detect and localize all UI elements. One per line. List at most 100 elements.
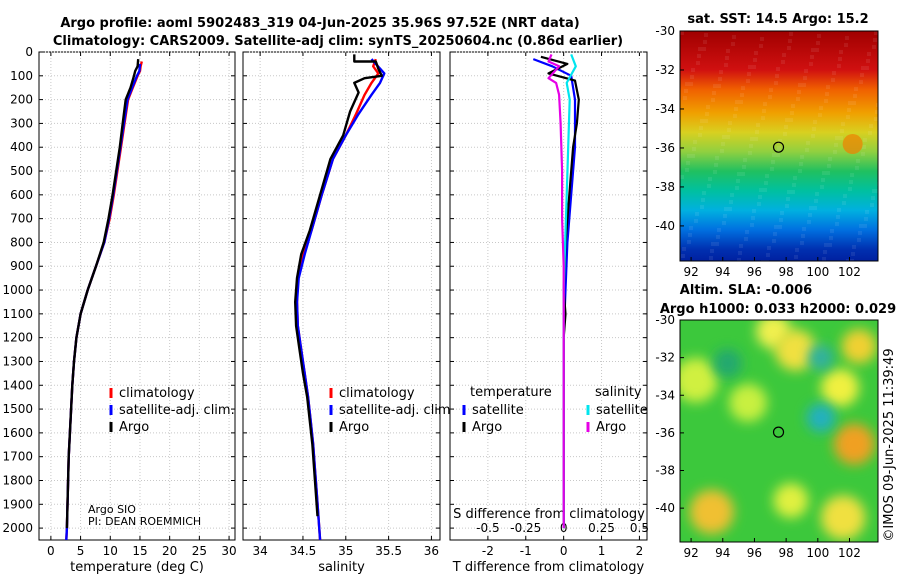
legend-label: Argo [472, 420, 502, 435]
sst-texture-cell [701, 198, 705, 202]
legend-label: climatology [119, 386, 195, 401]
sst-texture-cell [847, 108, 851, 112]
argo-center-label: Argo SIO [88, 503, 136, 516]
sst-texture-cell [738, 251, 742, 255]
sst-texture-cell [774, 225, 778, 229]
map-x-tick-label: 100 [806, 546, 829, 560]
sst-texture-cell [831, 78, 835, 82]
sst-texture-cell [803, 76, 807, 80]
map-x-tick-label: 96 [747, 546, 762, 560]
x-axis-label: T difference from climatology [452, 560, 645, 575]
sst-texture-cell [849, 180, 853, 184]
map-x-tick-label: 98 [778, 546, 793, 560]
map-x-tick-label: 98 [778, 265, 793, 279]
sst-texture-cell [816, 41, 820, 45]
map-x-tick-label: 100 [806, 265, 829, 279]
sst-texture-cell [822, 171, 826, 175]
sst-texture-cell [793, 176, 797, 180]
s-diff-tick-label: -0.25 [510, 521, 541, 535]
sst-texture-cell [806, 141, 810, 145]
sst-texture-cell [804, 69, 808, 73]
sst-texture-cell [850, 173, 854, 177]
sst-texture-cell [828, 157, 832, 161]
sst-texture-cell [839, 50, 843, 54]
sst-texture-cell [758, 195, 762, 199]
sst-texture-cell [789, 118, 793, 122]
sst-texture-cell [809, 62, 813, 66]
sst-texture-cell [710, 249, 714, 253]
sst-texture-cell [687, 240, 691, 244]
map-x-tick-label: 94 [715, 546, 730, 560]
sst-texture-cell [866, 59, 870, 63]
sst-texture-cell [720, 149, 724, 153]
figure-title-line2: Climatology: CARS2009. Satellite-adj cli… [53, 34, 623, 49]
sst-texture-cell [719, 70, 723, 74]
sst-texture-cell [789, 32, 793, 36]
sst-texture-cell [848, 101, 852, 105]
sst-warm-eddy [842, 134, 863, 155]
sst-texture-cell [754, 137, 758, 141]
map-frame [679, 30, 879, 262]
sst-texture-cell [852, 245, 856, 249]
depth-tick-label: 600 [10, 188, 33, 202]
sst-texture-cell [813, 206, 817, 210]
sst-texture-cell [822, 257, 826, 261]
sst-texture-cell [813, 120, 817, 124]
sst-texture-cell [700, 205, 704, 209]
sst-texture-cell [772, 239, 776, 243]
sst-texture-cell [812, 127, 816, 131]
sst-texture-cell [756, 123, 760, 127]
sst-texture-cell [759, 44, 763, 48]
sst-texture-cell [870, 203, 874, 207]
sst-texture-cell [814, 199, 818, 203]
x-axis-label: salinity [318, 560, 365, 575]
sst-texture-cell [837, 64, 841, 68]
sst-texture-cell [703, 40, 707, 44]
sst-texture-cell [785, 204, 789, 208]
sst-texture-cell [709, 256, 713, 260]
imos-watermark: ©IMOS 09-Jun-2025 11:39:49 [882, 348, 897, 541]
sst-texture-cell [862, 145, 866, 149]
sst-texture-cell [763, 188, 767, 192]
sst-texture-cell [683, 96, 687, 100]
sst-texture-cell [689, 82, 693, 86]
sst-texture-cell [690, 75, 694, 79]
sst-texture-cell [800, 241, 804, 245]
sst-texture-cell [717, 84, 721, 88]
sst-texture-cell [835, 222, 839, 226]
sst-texture-cell [765, 174, 769, 178]
x-tick-label: 0 [47, 544, 55, 558]
sst-texture-cell [722, 221, 726, 225]
argo-position-marker [772, 426, 785, 438]
sst-texture-cell [681, 254, 685, 258]
map-y-tick-label: -30 [655, 24, 675, 38]
sst-texture-cell [705, 112, 709, 116]
sst-texture-cell [688, 233, 692, 237]
sst-texture-cell [689, 226, 693, 230]
map-x-tick-label: 102 [838, 265, 861, 279]
sst-texture-cell [824, 99, 828, 103]
sst-texture-cell [740, 93, 744, 97]
sst-texture-cell [820, 185, 824, 189]
x-tick-label: 36 [424, 544, 439, 558]
sst-texture-cell [708, 177, 712, 181]
sla-anomaly [841, 328, 877, 364]
sst-texture-cell [730, 193, 734, 197]
sst-texture-cell [839, 136, 843, 140]
depth-tick-label: 200 [10, 93, 33, 107]
map-y-tick-label: -36 [655, 141, 675, 155]
sst-texture-cell [850, 259, 854, 261]
sst-texture-cell [863, 224, 867, 228]
x-tick-label: 30 [221, 544, 236, 558]
sst-texture-cell [743, 158, 747, 162]
sst-texture-cell [728, 121, 732, 125]
sst-texture-cell [837, 208, 841, 212]
sst-texture-cell [815, 48, 819, 52]
sst-texture-cell [747, 72, 751, 76]
sst-texture-cell [752, 209, 756, 213]
sst-texture-cell [680, 31, 684, 35]
depth-tick-label: 2000 [2, 521, 33, 535]
sst-texture-cell [858, 231, 862, 235]
legend-label: satellite-adj. clim. [339, 403, 455, 418]
depth-tick-label: 1300 [2, 354, 33, 368]
